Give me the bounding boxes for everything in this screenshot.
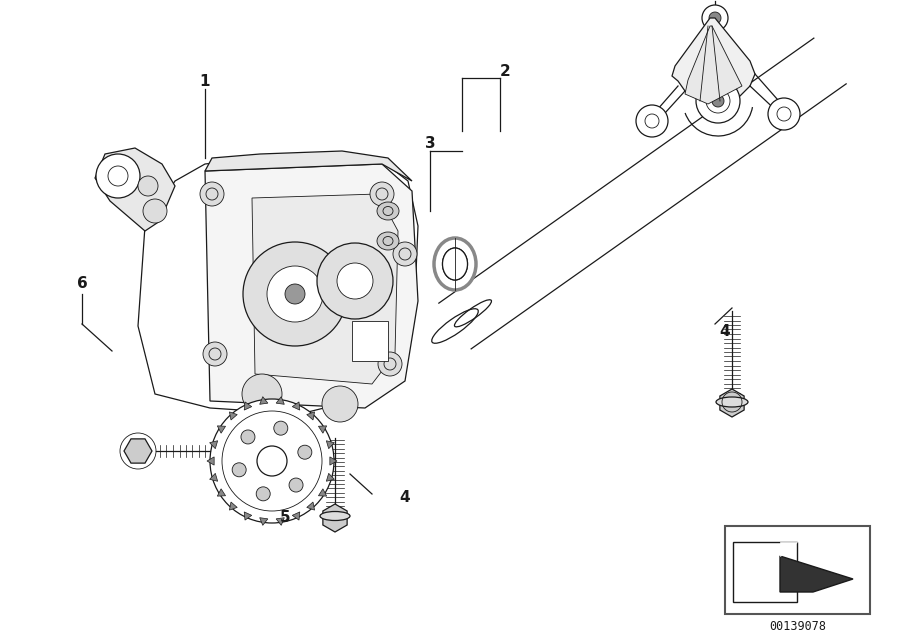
Polygon shape <box>217 426 226 433</box>
Text: 3: 3 <box>425 137 436 151</box>
Ellipse shape <box>434 238 476 290</box>
Ellipse shape <box>377 202 399 220</box>
Circle shape <box>702 5 728 31</box>
Ellipse shape <box>716 397 748 407</box>
Circle shape <box>337 263 373 299</box>
Polygon shape <box>292 512 300 520</box>
Circle shape <box>712 95 724 107</box>
Text: 2: 2 <box>500 64 510 78</box>
Polygon shape <box>323 504 347 532</box>
Text: 1: 1 <box>200 74 211 88</box>
Circle shape <box>393 242 417 266</box>
Circle shape <box>298 445 311 459</box>
Polygon shape <box>307 412 315 420</box>
Circle shape <box>636 105 668 137</box>
Circle shape <box>370 182 394 206</box>
Polygon shape <box>276 397 284 404</box>
Polygon shape <box>780 542 797 556</box>
Circle shape <box>289 478 303 492</box>
Ellipse shape <box>443 248 467 280</box>
Ellipse shape <box>443 248 467 280</box>
Polygon shape <box>260 397 268 404</box>
Polygon shape <box>252 194 398 384</box>
Circle shape <box>317 243 393 319</box>
Circle shape <box>200 182 224 206</box>
Polygon shape <box>685 26 742 104</box>
Text: 5: 5 <box>280 511 291 525</box>
Polygon shape <box>672 18 755 104</box>
Circle shape <box>138 176 158 196</box>
Polygon shape <box>260 518 268 525</box>
Circle shape <box>257 446 287 476</box>
Polygon shape <box>292 402 300 410</box>
Polygon shape <box>276 518 284 525</box>
Polygon shape <box>205 151 412 181</box>
Polygon shape <box>319 426 327 433</box>
Circle shape <box>267 266 323 322</box>
Polygon shape <box>720 389 744 417</box>
Circle shape <box>203 342 227 366</box>
Circle shape <box>210 399 334 523</box>
Polygon shape <box>327 441 335 448</box>
Circle shape <box>143 199 167 223</box>
Polygon shape <box>205 164 418 408</box>
Polygon shape <box>327 473 335 481</box>
Circle shape <box>241 430 255 444</box>
Text: 6: 6 <box>76 277 87 291</box>
Polygon shape <box>319 489 327 496</box>
Circle shape <box>378 352 402 376</box>
Polygon shape <box>733 542 797 602</box>
Polygon shape <box>244 512 252 520</box>
Circle shape <box>242 374 282 414</box>
Polygon shape <box>330 457 337 465</box>
Circle shape <box>696 79 740 123</box>
Circle shape <box>243 242 347 346</box>
Polygon shape <box>138 154 418 414</box>
Polygon shape <box>217 489 226 496</box>
Circle shape <box>709 12 721 24</box>
Polygon shape <box>210 473 218 481</box>
Circle shape <box>322 386 358 422</box>
Polygon shape <box>230 502 238 510</box>
Polygon shape <box>244 402 252 410</box>
Text: 00139078: 00139078 <box>769 619 826 632</box>
Circle shape <box>768 98 800 130</box>
Polygon shape <box>230 412 238 420</box>
Ellipse shape <box>320 511 350 520</box>
Polygon shape <box>725 526 870 614</box>
Circle shape <box>232 463 247 477</box>
Polygon shape <box>307 502 315 510</box>
Circle shape <box>706 89 730 113</box>
Text: 4: 4 <box>720 324 730 338</box>
Circle shape <box>96 154 140 198</box>
Polygon shape <box>207 457 214 465</box>
Polygon shape <box>352 321 388 361</box>
Polygon shape <box>780 556 853 592</box>
Circle shape <box>256 487 270 501</box>
Circle shape <box>274 421 288 435</box>
Polygon shape <box>210 441 218 448</box>
Circle shape <box>285 284 305 304</box>
Text: 4: 4 <box>400 490 410 506</box>
Ellipse shape <box>377 232 399 250</box>
Polygon shape <box>124 439 152 463</box>
Polygon shape <box>95 148 175 231</box>
